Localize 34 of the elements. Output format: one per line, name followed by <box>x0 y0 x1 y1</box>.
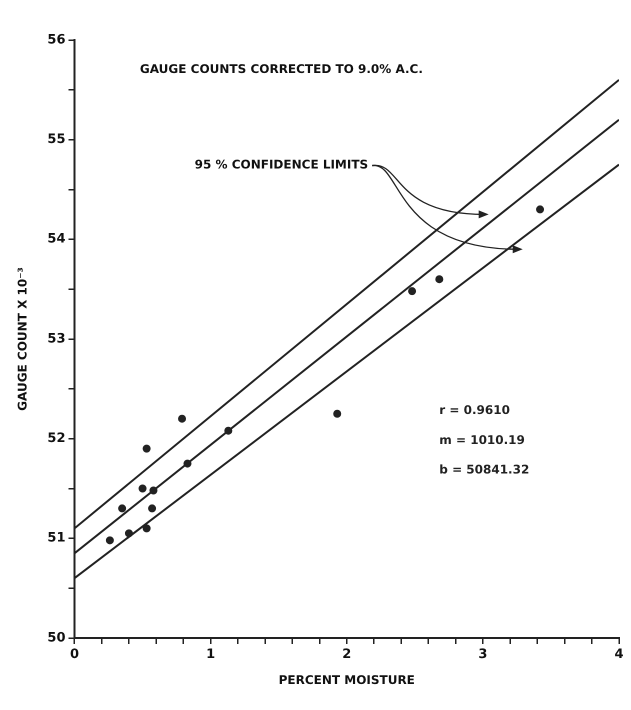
point <box>148 504 156 512</box>
x-tick-label: 4 <box>614 647 624 662</box>
point <box>224 426 232 435</box>
point <box>408 287 416 296</box>
point <box>149 486 158 494</box>
x-tick-label: 2 <box>342 647 352 662</box>
point <box>124 529 133 538</box>
y-axis-title: GAUGE COUNT X 10⁻³ <box>15 267 30 411</box>
x-tick-label: 1 <box>206 647 216 662</box>
point <box>183 460 192 468</box>
x-tick-label: 3 <box>478 647 488 662</box>
annotation: 95 % CONFIDENCE LIMITS <box>194 158 368 172</box>
y-tick-label: 52 <box>47 431 66 446</box>
y-tick-label: 54 <box>47 232 66 247</box>
y-tick-label: 50 <box>47 630 66 646</box>
point <box>142 524 151 532</box>
point <box>106 536 114 544</box>
y-tick-label: 55 <box>47 132 66 148</box>
annotation: r = 0.9610 <box>439 402 510 417</box>
point <box>138 484 147 492</box>
y-tick-label: 51 <box>47 530 66 546</box>
point <box>178 414 186 423</box>
annotation: GAUGE COUNTS CORRECTED TO 9.0% A.C. <box>140 62 423 76</box>
point <box>142 444 151 453</box>
x-axis-title: PERCENT MOISTURE <box>278 672 415 687</box>
y-tick-label: 53 <box>47 331 66 346</box>
annotation: b = 50841.32 <box>439 462 530 477</box>
y-tick-label: 56 <box>47 32 66 48</box>
point <box>536 205 544 214</box>
point <box>333 410 342 418</box>
annotation: m = 1010.19 <box>439 432 525 447</box>
point <box>435 275 444 284</box>
x-tick-label: 0 <box>70 647 80 662</box>
point <box>118 504 126 512</box>
